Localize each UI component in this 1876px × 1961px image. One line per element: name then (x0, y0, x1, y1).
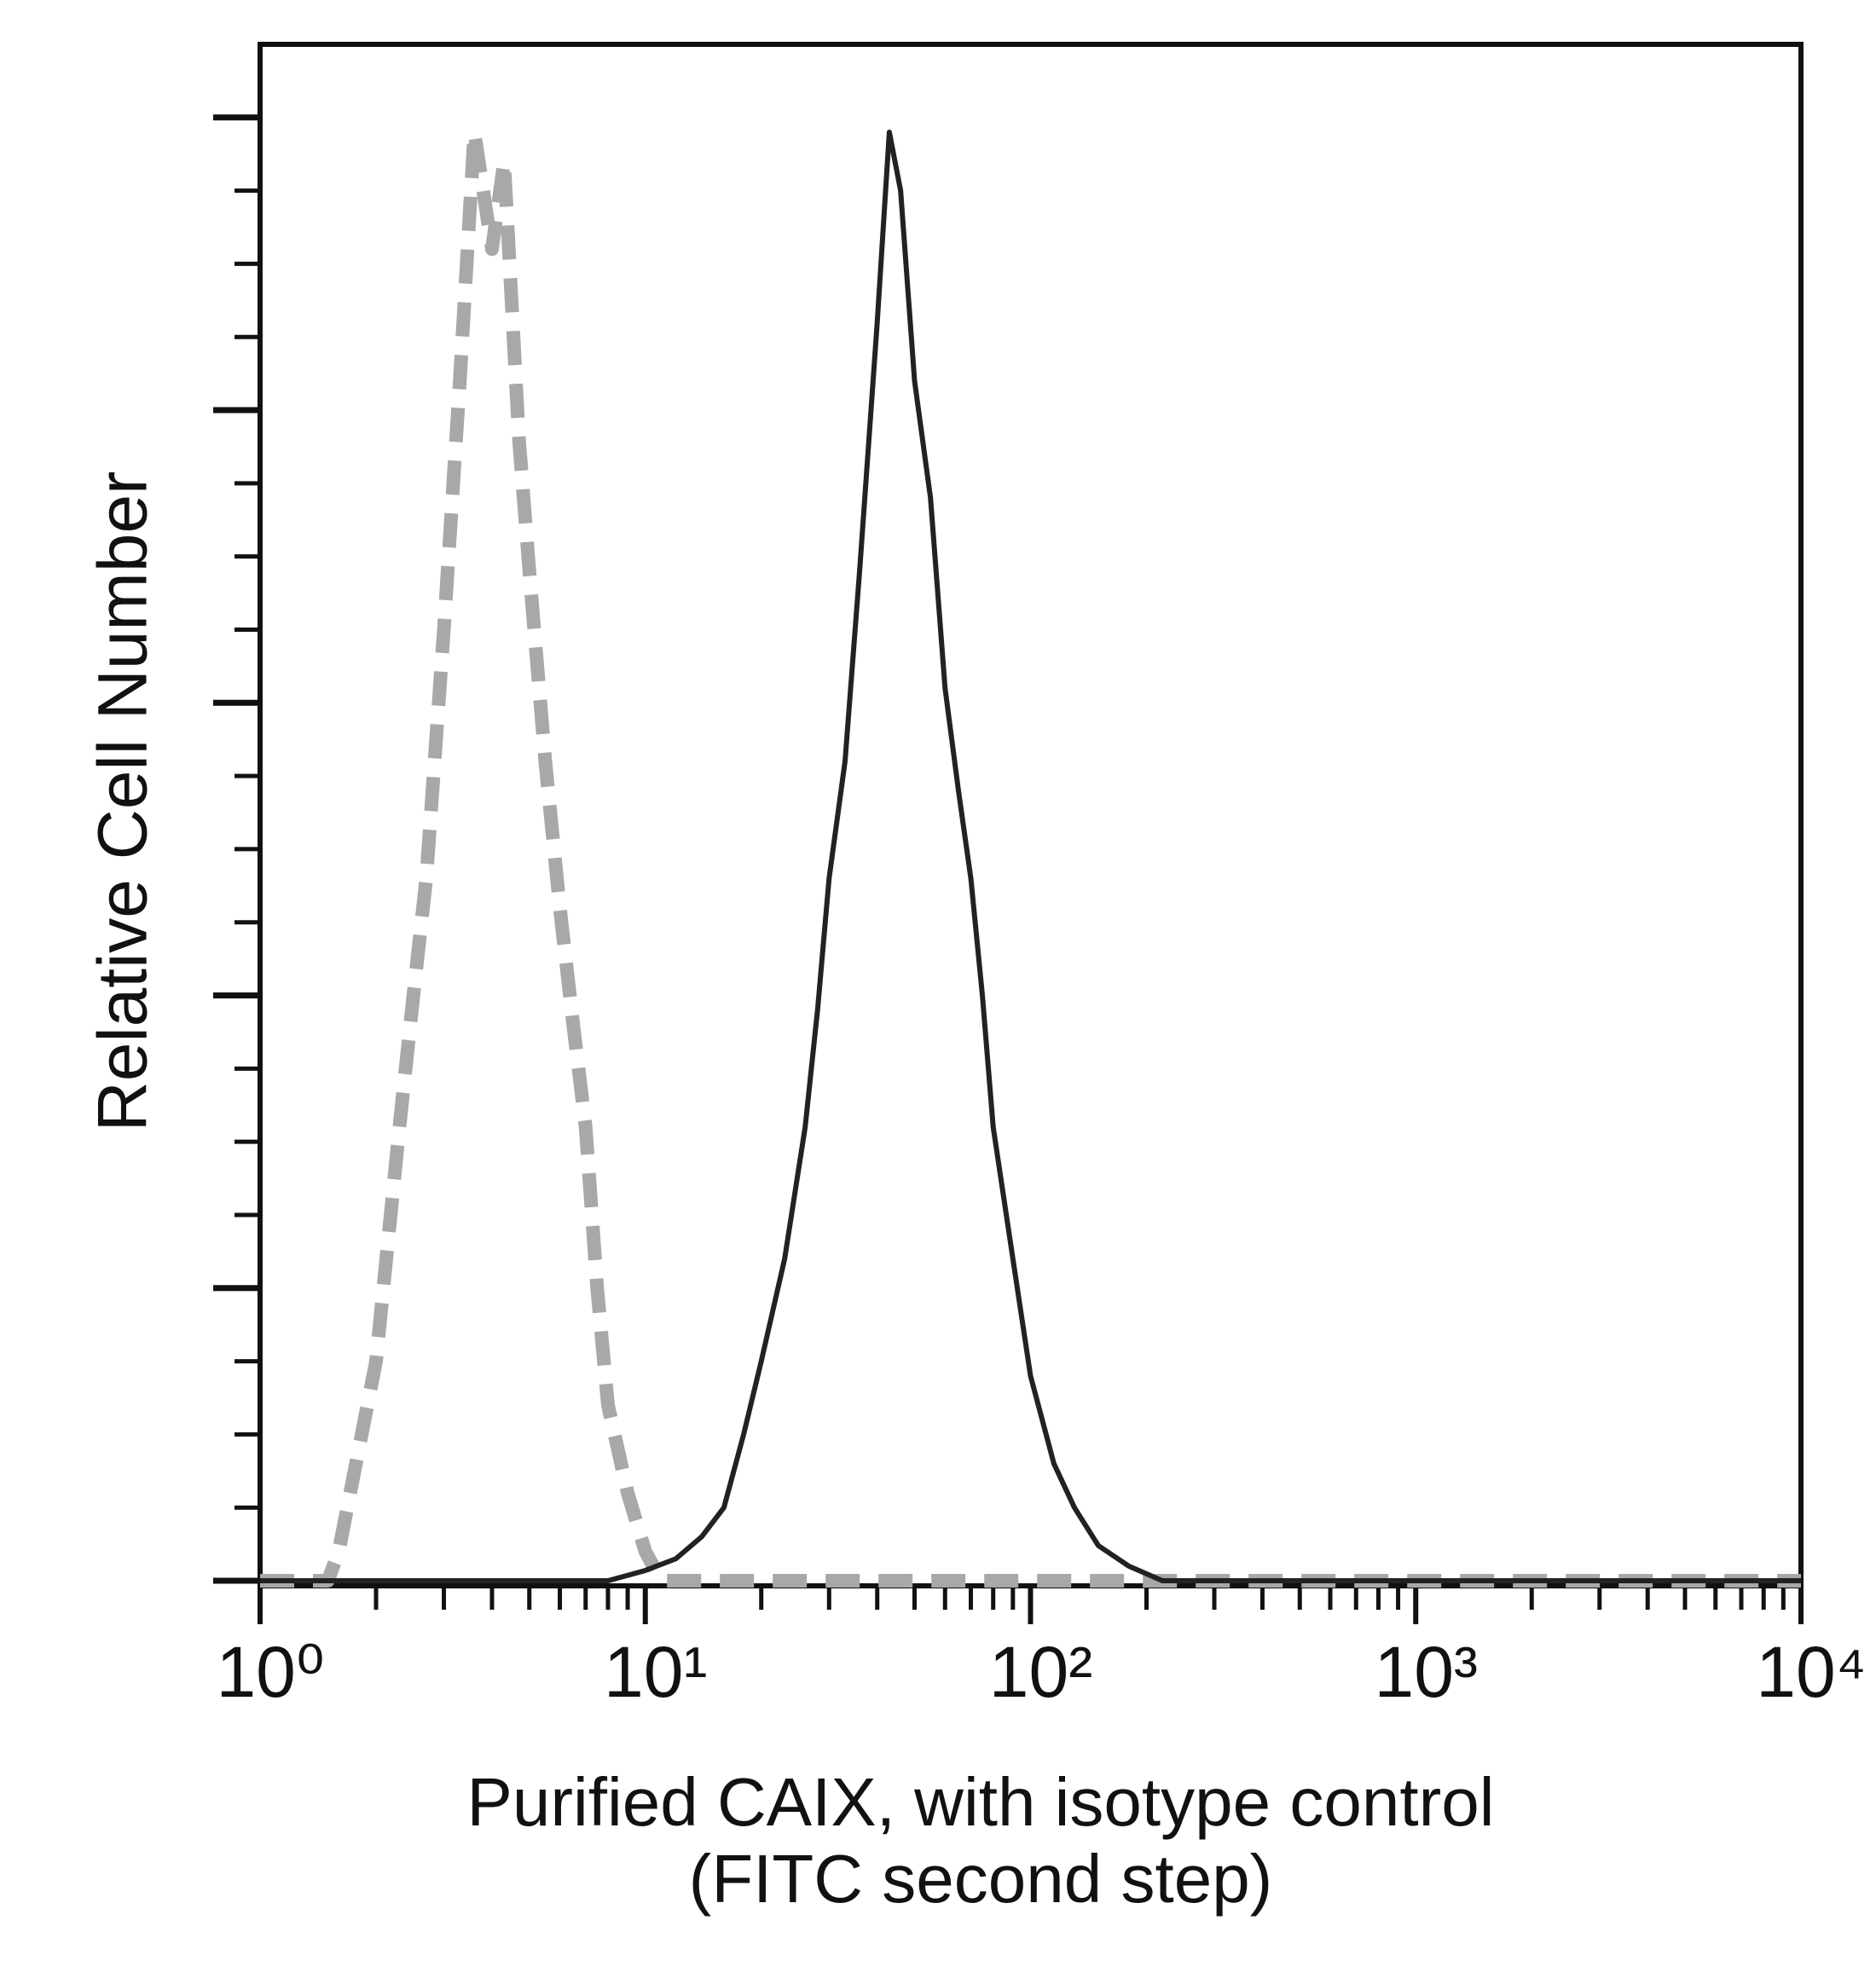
x-tick-label: 10⁴ (1756, 1632, 1867, 1712)
x-tick-label: 10¹ (604, 1632, 707, 1712)
y-axis-label: Relative Cell Number (84, 471, 162, 1132)
x-tick-label: 10⁰ (216, 1632, 324, 1712)
x-axis-label: Purified CAIX, with isotype control (467, 1764, 1495, 1840)
isotype-histogram (260, 124, 1801, 1588)
x-tick-label: 10² (989, 1632, 1092, 1712)
plot-frame (258, 42, 1804, 1588)
x-axis-label: (FITC second step) (689, 1841, 1273, 1917)
x-tick-label: 10³ (1375, 1632, 1478, 1712)
histogram (260, 129, 1801, 1583)
